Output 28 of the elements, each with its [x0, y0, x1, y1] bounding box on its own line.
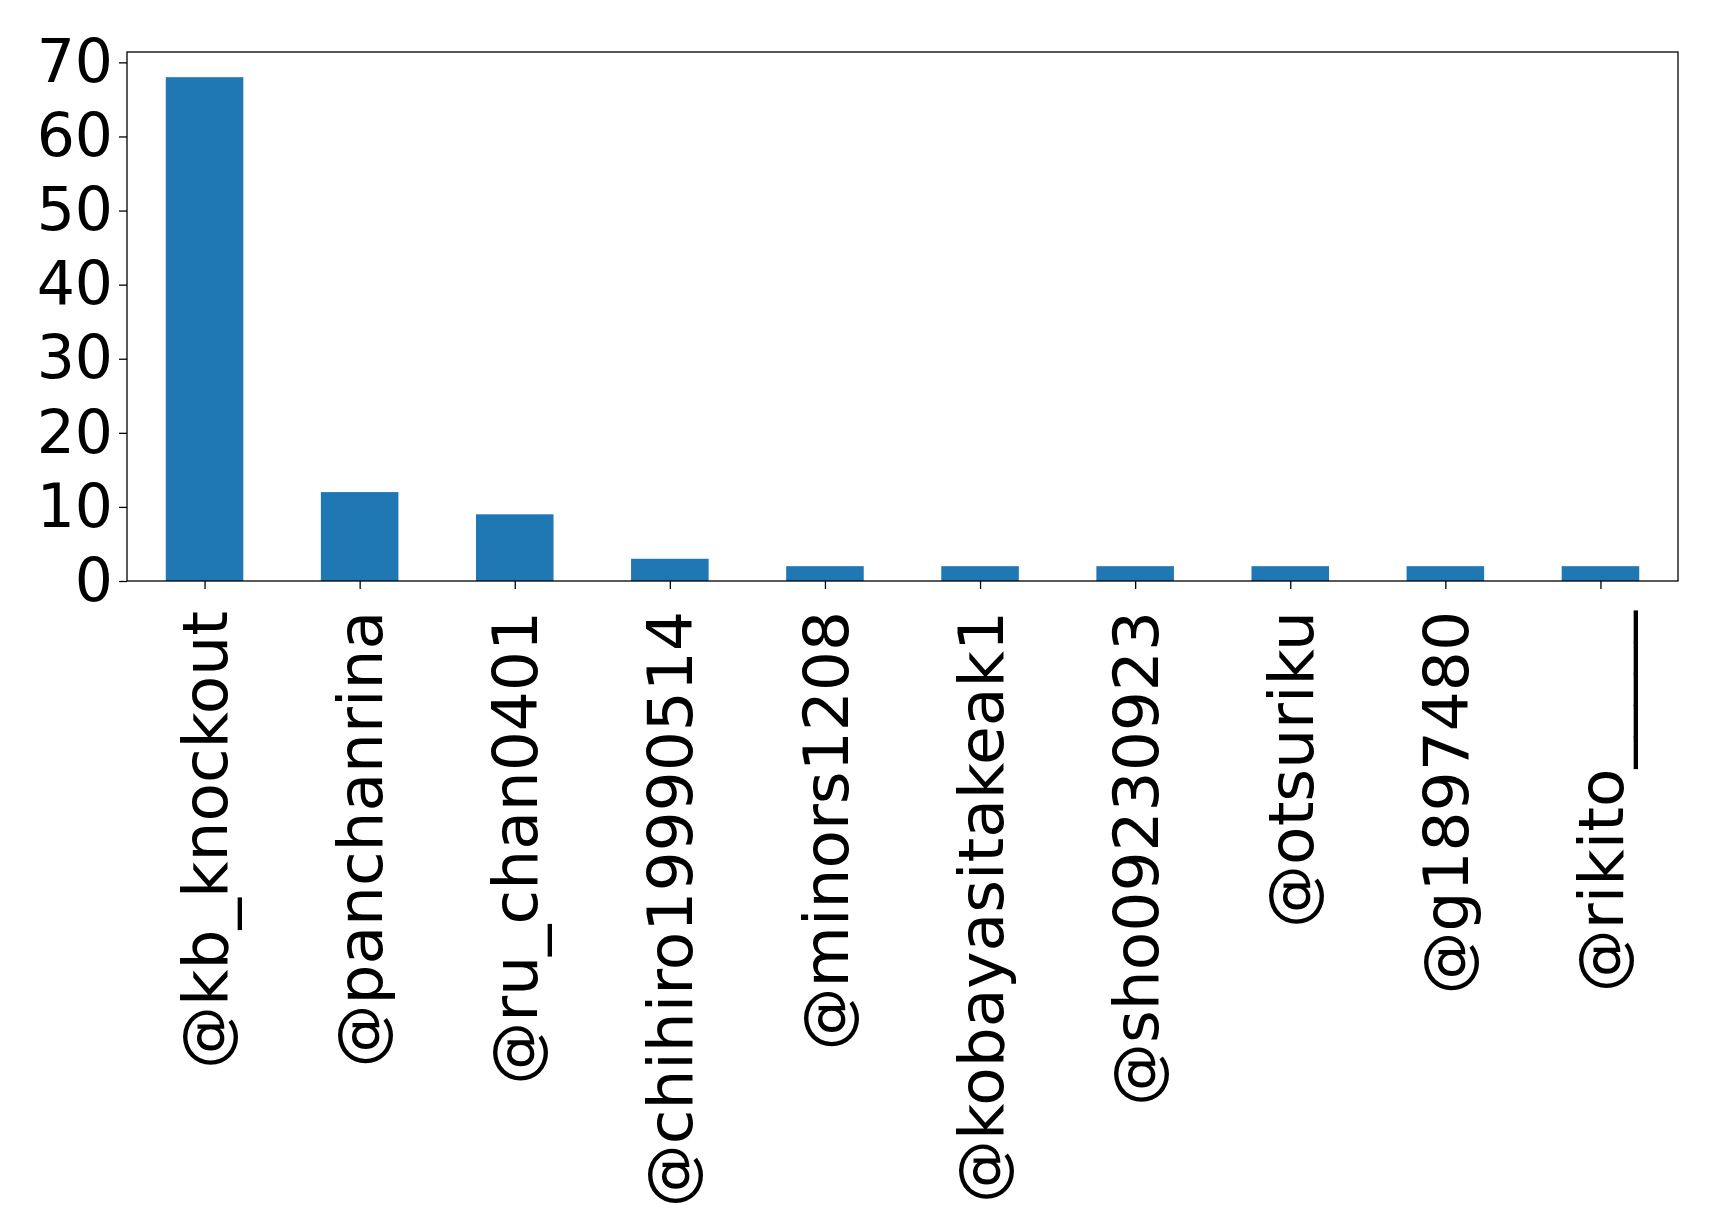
y-tick-label: 40 [36, 248, 113, 319]
bar [1251, 566, 1330, 581]
x-tick-label: @kobayasitakeak1 [944, 611, 1018, 1204]
y-tick-label: 50 [36, 174, 113, 245]
bar [1406, 566, 1485, 581]
y-tick-label: 70 [36, 26, 113, 97]
bar [475, 514, 554, 581]
y-tick-label: 0 [74, 544, 113, 615]
y-tick-label: 10 [36, 470, 113, 541]
bar [941, 566, 1019, 581]
bar [1561, 566, 1640, 581]
bar [786, 566, 864, 581]
y-tick-label: 60 [36, 100, 113, 171]
x-tick-label: @kb_knockout [169, 611, 243, 1069]
bar [320, 492, 399, 581]
y-tick-label: 30 [36, 322, 113, 393]
x-tick-label: @sho09230923 [1099, 611, 1173, 1106]
x-tick-label: @g1897480 [1409, 611, 1483, 995]
bar [631, 558, 709, 581]
y-tick-label: 20 [36, 396, 113, 467]
bar [165, 77, 244, 581]
x-tick-label: @otsuriku [1254, 611, 1328, 928]
x-tick-label: @minors1208 [789, 611, 863, 1051]
bar [1096, 566, 1174, 581]
x-tick-label: @rikito_____ [1565, 609, 1638, 993]
x-tick-label: @chihiro19990514 [634, 611, 708, 1208]
x-tick-label: @panchanrina [324, 611, 398, 1068]
x-tick-label: @ru_chan0401 [479, 611, 553, 1085]
